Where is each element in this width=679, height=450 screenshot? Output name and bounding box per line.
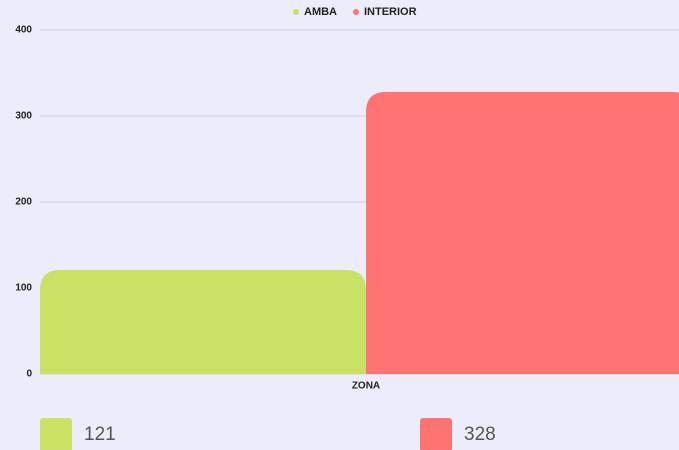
bar bbox=[40, 269, 366, 374]
legend-dot bbox=[353, 9, 359, 15]
y-tick-label: 300 bbox=[15, 111, 32, 122]
value-label: 121 bbox=[84, 424, 116, 445]
value-swatch bbox=[420, 418, 452, 450]
bar bbox=[366, 91, 679, 374]
value-swatch bbox=[40, 418, 72, 450]
legend-dot bbox=[293, 9, 299, 15]
y-tick-label: 0 bbox=[26, 369, 32, 380]
x-tick-label: ZONA bbox=[352, 381, 380, 392]
legend-label: AMBA bbox=[304, 6, 337, 18]
y-tick-label: 400 bbox=[15, 25, 32, 36]
y-tick-label: 100 bbox=[15, 283, 32, 294]
value-label: 328 bbox=[464, 424, 496, 445]
y-tick-label: 200 bbox=[15, 197, 32, 208]
legend-label: INTERIOR bbox=[364, 6, 417, 18]
